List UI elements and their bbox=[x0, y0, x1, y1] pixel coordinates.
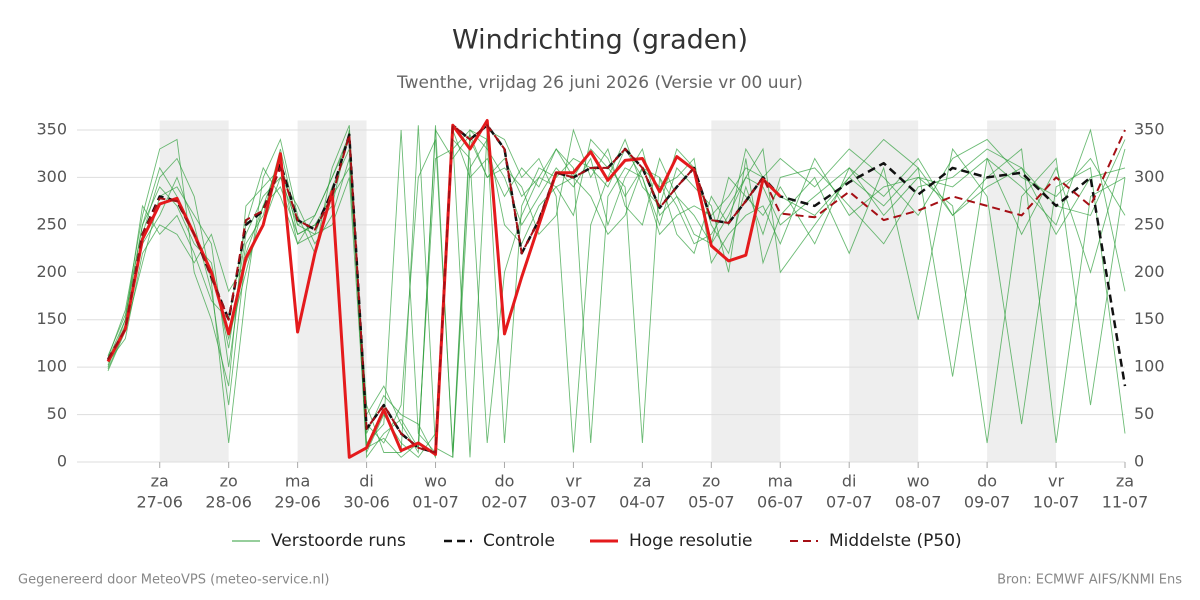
x-tick-label: do bbox=[494, 472, 514, 491]
ensemble-line bbox=[107, 129, 1126, 458]
ensemble-line bbox=[107, 129, 1126, 458]
x-tick-label: vr bbox=[1048, 472, 1064, 491]
x-tick-date: 30-06 bbox=[343, 493, 390, 512]
x-tick-date: 27-06 bbox=[136, 493, 183, 512]
x-tick-label: za bbox=[633, 472, 651, 491]
x-tick-date: 11-07 bbox=[1102, 493, 1149, 512]
legend-label: Middelste (P50) bbox=[829, 531, 962, 551]
x-tick-date: 28-06 bbox=[205, 493, 252, 512]
y2-tick-label: 100 bbox=[1134, 357, 1165, 376]
y-tick-label: 200 bbox=[36, 262, 67, 281]
y2-tick-label: 250 bbox=[1134, 214, 1165, 233]
series-line bbox=[106, 124, 1127, 454]
footer-right: Bron: ECMWF AIFS/KNMI Ens bbox=[997, 573, 1182, 588]
ensemble-line bbox=[107, 129, 1126, 454]
x-tick-date: 29-06 bbox=[274, 493, 321, 512]
x-tick-label: ma bbox=[768, 472, 793, 491]
x-tick-date: 06-07 bbox=[757, 493, 804, 512]
footer-left: Gegenereerd door MeteoVPS (meteo-service… bbox=[18, 573, 329, 588]
y2-tick-label: 150 bbox=[1134, 309, 1165, 328]
y-tick-label: 0 bbox=[57, 452, 67, 471]
weekend-shade bbox=[987, 120, 1057, 462]
ensemble-line bbox=[107, 125, 1126, 458]
x-tick-date: 02-07 bbox=[481, 493, 528, 512]
y-tick-label: 300 bbox=[36, 167, 67, 186]
y-tick-label: 350 bbox=[36, 120, 67, 139]
x-tick-label: zo bbox=[702, 472, 720, 491]
ensemble-line bbox=[107, 125, 1126, 459]
x-tick-label: vr bbox=[565, 472, 581, 491]
y2-tick-label: 300 bbox=[1134, 167, 1165, 186]
y2-tick-label: 0 bbox=[1134, 452, 1144, 471]
ensemble-line bbox=[107, 128, 1126, 459]
x-tick-date: 10-07 bbox=[1033, 493, 1080, 512]
legend-label: Verstoorde runs bbox=[271, 531, 406, 551]
series-line bbox=[107, 124, 1126, 454]
legend-label: Hoge resolutie bbox=[629, 531, 753, 551]
x-tick-label: di bbox=[359, 472, 374, 491]
x-tick-label: zo bbox=[220, 472, 238, 491]
legend-label: Controle bbox=[483, 531, 555, 551]
chart-subtitle: Twenthe, vrijdag 26 juni 2026 (Versie vr… bbox=[396, 73, 803, 93]
x-tick-date: 01-07 bbox=[412, 493, 459, 512]
x-tick-label: wo bbox=[424, 472, 447, 491]
ensemble-line bbox=[107, 125, 1126, 459]
y2-tick-label: 350 bbox=[1134, 120, 1165, 139]
x-tick-date: 08-07 bbox=[895, 493, 942, 512]
series-line bbox=[106, 119, 782, 459]
x-tick-date: 09-07 bbox=[964, 493, 1011, 512]
y-tick-label: 100 bbox=[36, 357, 67, 376]
x-tick-date: 03-07 bbox=[550, 493, 597, 512]
x-tick-label: za bbox=[151, 472, 169, 491]
x-tick-date: 05-07 bbox=[688, 493, 735, 512]
x-tick-label: do bbox=[977, 472, 997, 491]
x-tick-date: 04-07 bbox=[619, 493, 666, 512]
y2-tick-label: 50 bbox=[1134, 404, 1154, 423]
y-tick-label: 50 bbox=[47, 404, 67, 423]
x-tick-label: ma bbox=[285, 472, 310, 491]
x-tick-label: za bbox=[1116, 472, 1134, 491]
y2-tick-label: 200 bbox=[1134, 262, 1165, 281]
weekend-shade bbox=[849, 120, 919, 462]
x-tick-label: wo bbox=[907, 472, 930, 491]
weekend-shade bbox=[711, 120, 781, 462]
x-tick-date: 07-07 bbox=[826, 493, 873, 512]
x-tick-label: di bbox=[842, 472, 857, 491]
chart-title: Windrichting (graden) bbox=[452, 25, 748, 56]
y-tick-label: 150 bbox=[36, 309, 67, 328]
y-tick-label: 250 bbox=[36, 214, 67, 233]
